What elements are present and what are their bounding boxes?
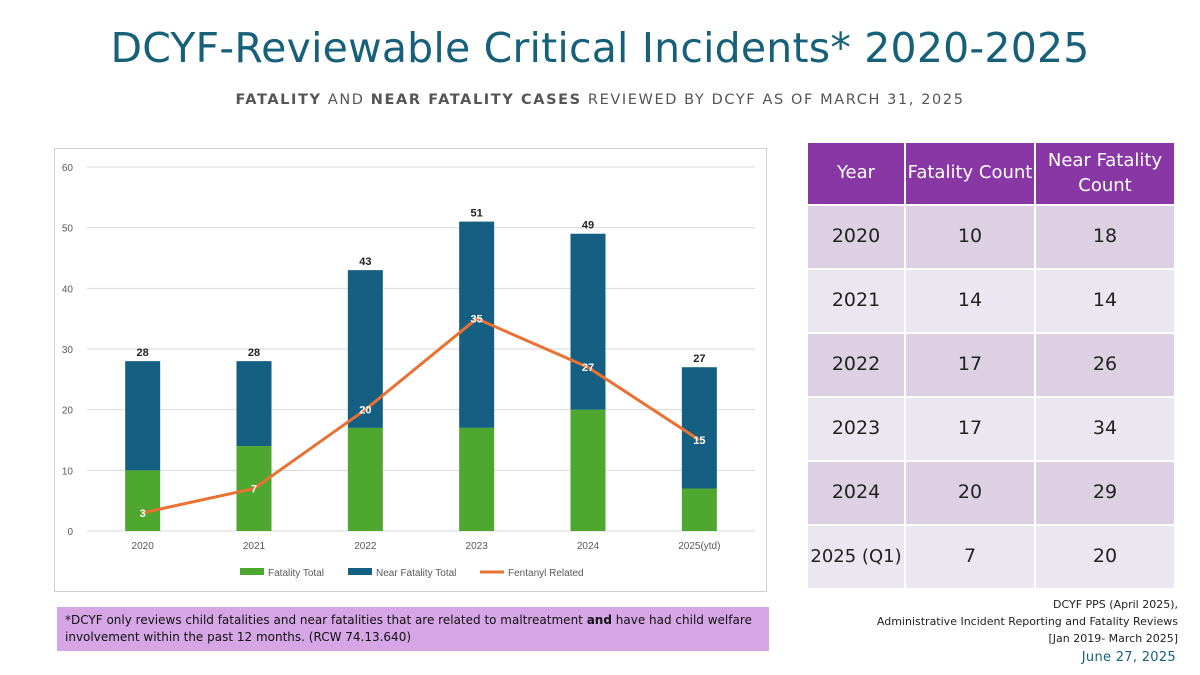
cell-fatality: 14 (906, 270, 1034, 332)
legend-swatch (240, 568, 264, 575)
stacked-bar-chart: 0 10 20 30 40 50 60 28 2020 28 2021 43 2022 51 2023 49 2… (62, 163, 755, 579)
table-row: 2023 17 34 (808, 398, 1174, 460)
page-subtitle: FATALITY AND NEAR FATALITY CASES REVIEWE… (0, 92, 1200, 108)
footnote-part1: *DCYF only reviews child fatalities and … (65, 613, 587, 627)
cell-fatality: 20 (906, 462, 1034, 524)
y-tick-label: 50 (62, 224, 74, 235)
cell-year: 2025 (Q1) (808, 526, 904, 588)
total-label: 27 (693, 353, 705, 365)
header-year: Year (808, 143, 904, 204)
fentanyl-label: 20 (359, 405, 371, 417)
legend-swatch (348, 568, 372, 575)
bar-near-fatality (125, 361, 161, 471)
x-tick-label: 2021 (243, 541, 266, 552)
table-row: 2021 14 14 (808, 270, 1174, 332)
subtitle-and: AND (321, 92, 371, 108)
cell-fatality: 7 (906, 526, 1034, 588)
x-tick-label: 2024 (577, 541, 600, 552)
table-row: 2022 17 26 (808, 334, 1174, 396)
cell-near-fatality: 14 (1036, 270, 1174, 332)
subtitle-near-fatality: NEAR FATALITY CASES (370, 92, 582, 108)
cell-near-fatality: 34 (1036, 398, 1174, 460)
y-tick-label: 60 (62, 163, 74, 174)
fentanyl-label: 15 (693, 435, 705, 447)
total-label: 43 (359, 256, 371, 268)
bar-fatality (459, 427, 495, 531)
total-label: 51 (471, 208, 483, 220)
source-line-1: DCYF PPS (April 2025), (1053, 598, 1178, 611)
footnote-part2: have had child welfare involvement withi… (65, 613, 752, 645)
legend-label: Fentanyl Related (508, 568, 584, 579)
table-row: 2020 10 18 (808, 206, 1174, 268)
x-tick-label: 2025(ytd) (678, 541, 720, 552)
total-label: 28 (248, 347, 260, 359)
y-tick-label: 0 (67, 527, 73, 538)
cell-fatality: 10 (906, 206, 1034, 268)
cell-year: 2020 (808, 206, 904, 268)
cell-year: 2021 (808, 270, 904, 332)
legend-label: Near Fatality Total (376, 568, 456, 579)
table-row: 2024 20 29 (808, 462, 1174, 524)
cell-year: 2024 (808, 462, 904, 524)
publish-date: June 27, 2025 (1081, 650, 1176, 665)
x-tick-label: 2022 (354, 541, 377, 552)
subtitle-rest: REVIEWED BY DCYF AS OF MARCH 31, 2025 (581, 92, 965, 108)
fentanyl-label: 27 (582, 362, 594, 374)
bar-fatality (125, 470, 161, 531)
fentanyl-label: 35 (471, 314, 483, 326)
cell-near-fatality: 29 (1036, 462, 1174, 524)
bar-near-fatality (681, 367, 717, 489)
bar-near-fatality (236, 361, 272, 447)
header-fatality-count: Fatality Count (906, 143, 1034, 204)
x-tick-label: 2023 (466, 541, 489, 552)
cell-year: 2023 (808, 398, 904, 460)
cell-fatality: 17 (906, 398, 1034, 460)
cell-year: 2022 (808, 334, 904, 396)
total-label: 49 (582, 220, 594, 232)
y-tick-label: 20 (62, 406, 74, 417)
table-row: 2025 (Q1) 7 20 (808, 526, 1174, 588)
y-tick-label: 30 (62, 345, 74, 356)
cell-fatality: 17 (906, 334, 1034, 396)
cell-near-fatality: 20 (1036, 526, 1174, 588)
bar-fatality (681, 488, 717, 531)
cell-near-fatality: 18 (1036, 206, 1174, 268)
table-header-row: Year Fatality Count Near Fatality Count (808, 143, 1174, 204)
footnote-bold: and (586, 613, 612, 627)
bar-fatality (347, 427, 383, 531)
header-near-fatality-count: Near Fatality Count (1036, 143, 1174, 204)
bar-near-fatality (570, 233, 606, 410)
chart-container: 0 10 20 30 40 50 60 28 2020 28 2021 43 2022 51 2023 49 2… (54, 148, 767, 592)
subtitle-fatality: FATALITY (235, 92, 322, 108)
fentanyl-label: 7 (251, 484, 257, 496)
cell-near-fatality: 26 (1036, 334, 1174, 396)
y-tick-label: 40 (62, 284, 74, 295)
total-label: 28 (137, 347, 149, 359)
fentanyl-line (142, 317, 701, 515)
legend-label: Fatality Total (268, 568, 324, 579)
fentanyl-label: 3 (140, 508, 146, 520)
source-line-3: [Jan 2019- March 2025] (1048, 632, 1178, 646)
source-line-2: Administrative Incident Reporting and Fa… (876, 615, 1178, 629)
y-tick-label: 10 (62, 466, 74, 477)
source-citation: DCYF PPS (April 2025), Administrative In… (818, 596, 1178, 647)
incident-table: Year Fatality Count Near Fatality Count … (806, 141, 1176, 590)
x-tick-label: 2020 (132, 541, 155, 552)
page-title: DCYF-Reviewable Critical Incidents* 2020… (110, 24, 1090, 72)
bar-fatality (570, 409, 606, 531)
footnote: *DCYF only reviews child fatalities and … (57, 607, 769, 651)
